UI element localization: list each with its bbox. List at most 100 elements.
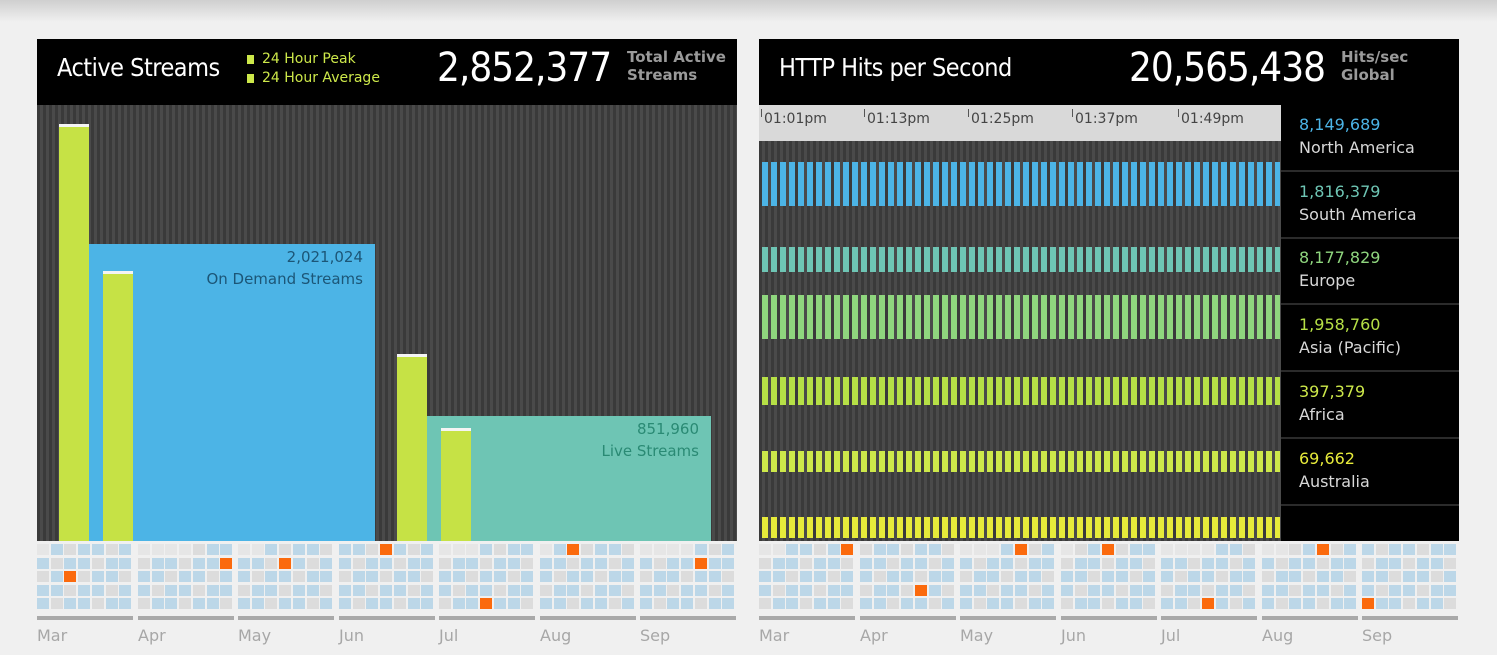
day-cell [622,584,635,596]
day-cell [540,557,552,569]
day-cell [694,571,707,582]
day-cell [138,584,150,596]
month-label: Apr [860,626,888,645]
day-cell [352,598,365,609]
caption-line: Total Active [627,48,726,66]
day-cell [1115,571,1128,582]
day-cell [640,571,652,582]
day-cell [105,584,118,596]
region-value: 1,816,379 [1299,181,1381,201]
total-caption: Total Active Streams [627,48,726,84]
legend-swatch [247,73,254,83]
day-cell [1161,598,1173,609]
day-cell [1042,598,1055,609]
day-cell [786,544,799,555]
day-cell [50,598,63,609]
day-cell [407,571,420,582]
day-cell [1403,557,1416,569]
day-cell [681,584,694,596]
day-cell [1362,544,1374,555]
day-cell [439,598,451,609]
caption-line: Global [1341,66,1395,84]
day-cell [1430,544,1443,555]
day-cell [1430,598,1443,609]
day-cell [220,571,233,582]
day-cell [320,571,333,582]
legend-item-average: 24 Hour Average [247,69,380,88]
day-cell [1229,571,1242,582]
day-cell [521,584,534,596]
day-cell [759,557,771,569]
day-cell [1403,598,1416,609]
month-grid [759,544,855,620]
region-value: 8,149,689 [1299,115,1381,134]
highlight-day-cell [914,584,927,596]
day-cell [1215,571,1228,582]
day-cell [942,571,955,582]
day-cell [694,598,707,609]
day-cell [887,584,900,596]
day-cell [1330,584,1343,596]
month-calendar-left: Mar Apr May Jun Jul Aug Sep [37,544,737,649]
hits-caption: Hits/sec Global [1341,48,1408,84]
day-cell [306,557,319,569]
active-streams-title: Active Streams [57,53,220,82]
day-cell [421,584,434,596]
day-cell [708,584,721,596]
day-cell [1188,557,1201,569]
day-cell [1061,584,1073,596]
time-tick-label: 01:37pm [1072,109,1138,127]
day-cell [1344,544,1357,555]
day-cell [466,544,479,555]
day-cell [594,584,607,596]
day-cell [681,557,694,569]
day-cell [366,557,379,569]
region-bars [762,450,1280,472]
day-cell [772,571,785,582]
day-cell [973,571,986,582]
active-streams-header: Active Streams 24 Hour Peak 24 Hour Aver… [37,39,737,105]
day-cell [238,598,250,609]
day-cell [860,544,872,555]
month-grid [1161,544,1257,620]
day-cell [165,571,178,582]
day-cell [37,584,49,596]
day-cell [493,557,506,569]
day-cell [722,584,735,596]
day-cell [1262,598,1274,609]
day-cell [800,598,813,609]
day-cell [653,584,666,596]
day-cell [1403,571,1416,582]
day-cell [1229,584,1242,596]
day-cell [1444,584,1457,596]
legend: 24 Hour Peak 24 Hour Average [247,50,380,88]
day-cell [220,598,233,609]
day-cell [1028,584,1041,596]
day-cell [786,598,799,609]
day-cell [540,584,552,596]
day-cell [622,544,635,555]
month-label: Apr [138,626,166,645]
day-cell [421,557,434,569]
day-cell [813,544,826,555]
month-divider [439,616,535,620]
month-divider [759,616,855,620]
month-divider [640,616,736,620]
day-cell [119,584,132,596]
day-cell [759,584,771,596]
day-cell [1444,598,1457,609]
day-cell [1375,584,1388,596]
day-cell [452,598,465,609]
month-label: Sep [1362,626,1393,645]
day-cell [1444,557,1457,569]
day-cell [553,557,566,569]
day-cell [553,544,566,555]
day-cell [973,584,986,596]
time-tick-label: 01:01pm [761,109,827,127]
month-label: Aug [1262,626,1294,645]
http-hits-header: HTTP Hits per Second 20,565,438 Hits/sec… [759,39,1459,105]
day-cell [873,584,886,596]
day-cell [841,557,854,569]
day-cell [1202,571,1215,582]
day-cell [1416,584,1429,596]
